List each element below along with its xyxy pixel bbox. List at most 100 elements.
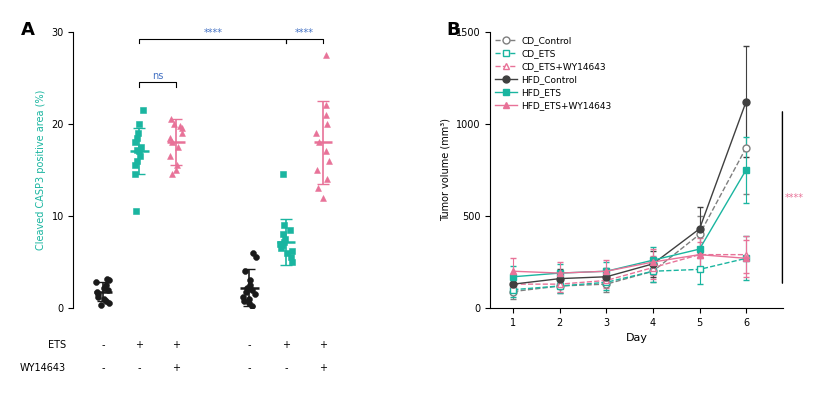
Point	[131, 134, 144, 141]
Point	[277, 231, 290, 237]
Text: +: +	[172, 363, 180, 373]
Point	[101, 286, 114, 293]
Point	[243, 282, 256, 288]
Text: -: -	[248, 363, 251, 373]
Text: ****: ****	[295, 28, 314, 38]
Point	[274, 245, 287, 251]
Point	[321, 120, 334, 127]
Point	[310, 130, 323, 136]
Point	[238, 297, 251, 304]
Text: ETS: ETS	[48, 340, 66, 350]
Point	[131, 130, 144, 136]
Point	[281, 250, 294, 256]
Point	[171, 144, 184, 150]
Text: +: +	[319, 363, 326, 373]
Point	[237, 294, 250, 300]
Point	[100, 275, 113, 282]
Point	[91, 288, 104, 295]
Point	[312, 185, 325, 192]
Point	[103, 277, 116, 284]
Y-axis label: Tumor volume (mm³): Tumor volume (mm³)	[440, 118, 450, 221]
Text: B: B	[446, 21, 459, 39]
Point	[317, 194, 330, 201]
Point	[129, 162, 142, 168]
Point	[286, 259, 299, 265]
Point	[277, 222, 290, 228]
Point	[131, 158, 144, 164]
Point	[249, 254, 262, 261]
Point	[320, 176, 333, 182]
Text: +: +	[319, 340, 326, 350]
Point	[102, 300, 115, 307]
Point	[90, 279, 103, 286]
Text: ****: ****	[785, 192, 805, 203]
Point	[164, 134, 177, 141]
Text: ns: ns	[152, 71, 163, 81]
Text: +: +	[135, 340, 144, 350]
Point	[319, 102, 332, 109]
Point	[95, 302, 108, 308]
Point	[174, 122, 187, 129]
Point	[132, 148, 145, 154]
Point	[170, 167, 183, 173]
Text: ****: ****	[203, 28, 222, 38]
Point	[242, 300, 255, 307]
Point	[132, 120, 145, 127]
Point	[91, 294, 104, 300]
Point	[320, 148, 333, 154]
Text: -: -	[248, 340, 251, 350]
Point	[273, 241, 286, 247]
Point	[163, 153, 176, 159]
Text: -: -	[101, 363, 104, 373]
Point	[245, 286, 258, 293]
Text: WY14643: WY14643	[20, 363, 66, 373]
Text: +: +	[282, 340, 290, 350]
Point	[175, 125, 188, 132]
Point	[175, 130, 188, 136]
Point	[311, 167, 324, 173]
Text: -: -	[284, 363, 288, 373]
Point	[100, 297, 113, 304]
Legend: CD_Control, CD_ETS, CD_ETS+WY14643, HFD_Control, HFD_ETS, HFD_ETS+WY14643: CD_Control, CD_ETS, CD_ETS+WY14643, HFD_…	[494, 36, 612, 111]
Point	[246, 303, 259, 309]
Text: A: A	[20, 21, 34, 39]
Point	[167, 120, 180, 127]
Text: -: -	[101, 340, 104, 350]
Point	[285, 254, 298, 261]
Point	[133, 153, 146, 159]
Point	[276, 242, 289, 248]
Point	[277, 171, 290, 178]
Point	[284, 227, 297, 233]
Point	[246, 250, 259, 256]
Point	[240, 288, 253, 295]
Point	[278, 236, 291, 242]
Point	[248, 291, 261, 297]
Point	[243, 277, 256, 284]
Text: +: +	[172, 340, 180, 350]
Y-axis label: Cleaved CASP3 positive area (%): Cleaved CASP3 positive area (%)	[36, 90, 46, 250]
Point	[166, 171, 179, 178]
Point	[285, 248, 298, 254]
Point	[98, 285, 111, 291]
Point	[135, 144, 148, 150]
Point	[239, 268, 252, 275]
Text: -: -	[138, 363, 141, 373]
Point	[171, 162, 184, 168]
Point	[243, 296, 256, 302]
Point	[129, 171, 142, 178]
X-axis label: Day: Day	[626, 333, 648, 343]
Point	[313, 139, 326, 145]
Point	[322, 158, 335, 164]
Point	[98, 296, 111, 302]
Point	[91, 291, 104, 297]
Point	[241, 285, 254, 291]
Point	[320, 51, 333, 58]
Point	[137, 107, 150, 113]
Point	[165, 139, 178, 145]
Point	[128, 139, 141, 145]
Point	[129, 208, 142, 214]
Point	[99, 282, 112, 288]
Point	[164, 116, 177, 122]
Point	[131, 147, 144, 153]
Point	[277, 239, 290, 245]
